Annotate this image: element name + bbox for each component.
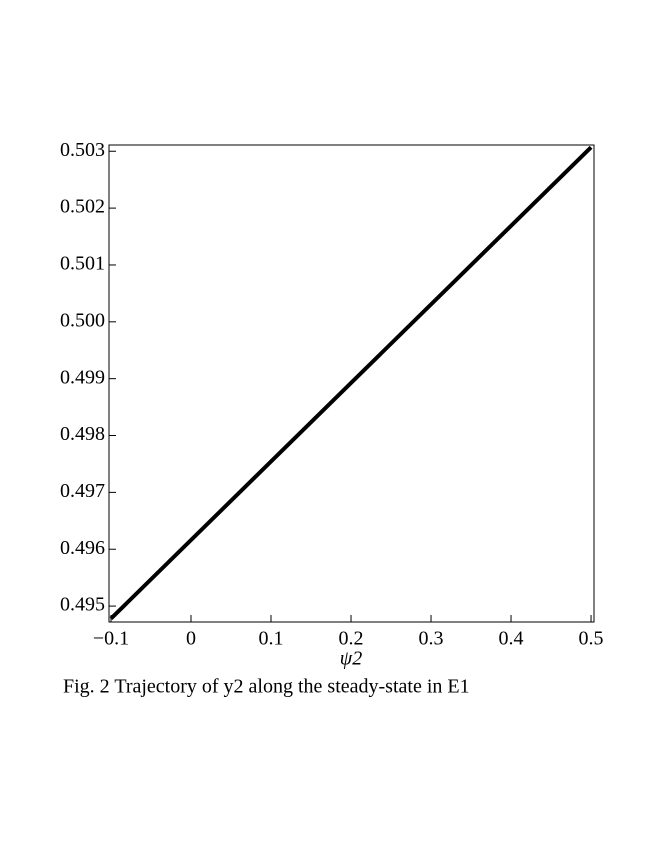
y-tick-label: 0.503 [60,139,105,161]
y-tick-label: 0.501 [60,253,105,275]
y-tick-label: 0.500 [60,309,105,331]
x-tick-label: 0.2 [339,628,364,650]
x-tick-label: 0.3 [419,628,444,650]
x-tick-label: 0 [186,628,196,650]
data-line [109,145,593,621]
x-tick-label: 0.4 [499,628,524,650]
x-tick-label: 0.1 [259,628,284,650]
y-tick-label: 0.495 [60,594,105,616]
x-axis-label: ψ2 [340,648,362,670]
y-tick-label: 0.496 [60,537,105,559]
x-tick-label: 0.5 [579,628,604,650]
x-tick-label: −0.1 [93,628,129,650]
y-tick-label: 0.498 [60,423,105,445]
y-tick-label: 0.502 [60,196,105,218]
y-tick-label: 0.499 [60,366,105,388]
y-tick-label: 0.497 [60,480,105,502]
caption: Fig. 2 Trajectory of y2 along the steady… [63,676,470,698]
